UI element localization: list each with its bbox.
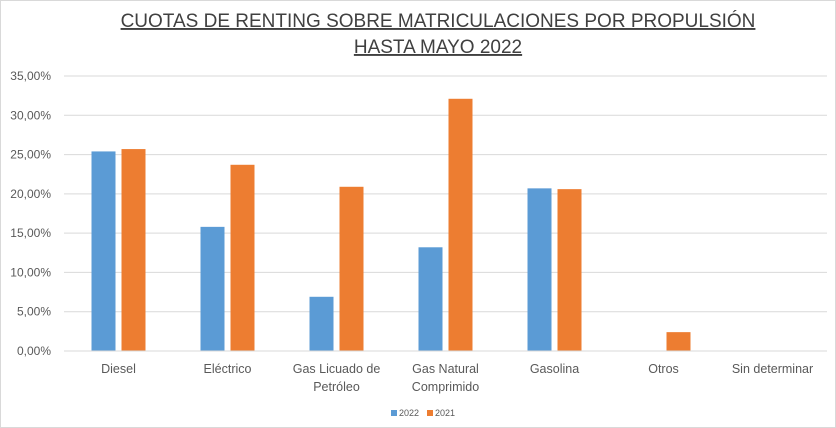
bar-2021 (557, 189, 582, 351)
y-tick-label: 10,00% (10, 265, 51, 279)
bar-2021 (230, 164, 255, 351)
y-tick-label: 15,00% (10, 226, 51, 240)
legend-label: 2022 (399, 408, 419, 418)
legend-swatch-2021 (427, 410, 433, 416)
bar-2022 (309, 296, 334, 351)
bar-2022 (418, 247, 443, 351)
chart-title-line: HASTA MAYO 2022 (354, 37, 522, 58)
bar-2022 (200, 226, 225, 351)
category-label: Petróleo (313, 380, 360, 394)
chart-title: CUOTAS DE RENTING SOBRE MATRICULACIONES … (121, 10, 756, 58)
y-tick-label: 0,00% (17, 344, 51, 358)
bar-2022 (527, 188, 552, 351)
bar-2021 (448, 98, 473, 352)
category-label: Gas Natural (412, 362, 479, 376)
bar-2022 (91, 151, 116, 351)
category-label: Eléctrico (204, 362, 252, 376)
y-tick-label: 35,00% (10, 69, 51, 83)
category-label: Gas Licuado de (293, 362, 381, 376)
category-label: Sin determinar (732, 362, 813, 376)
legend: 2022 2021 (391, 408, 455, 418)
bar-2021 (666, 332, 691, 351)
bar-2021 (121, 149, 146, 351)
y-tick-label: 30,00% (10, 108, 51, 122)
category-label: Diesel (101, 362, 136, 376)
y-tick-label: 25,00% (10, 148, 51, 162)
legend-label: 2021 (435, 408, 455, 418)
bars (91, 98, 691, 352)
bar-2021 (339, 186, 364, 351)
y-tick-label: 20,00% (10, 187, 51, 201)
category-label: Otros (648, 362, 679, 376)
y-tick-label: 5,00% (17, 305, 51, 319)
category-label: Gasolina (530, 362, 579, 376)
x-axis: Diesel Eléctrico Gas Licuado de Petróleo Gas… (64, 350, 827, 394)
chart-title-line: CUOTAS DE RENTING SOBRE MATRICULACIONES … (121, 10, 756, 32)
gridlines (64, 75, 827, 352)
legend-swatch-2022 (391, 410, 397, 416)
category-label: Comprimido (412, 380, 479, 394)
y-axis-ticks: 0,00% 5,00% 10,00% 15,00% 20,00% 25,00% 30,00%… (10, 69, 51, 358)
